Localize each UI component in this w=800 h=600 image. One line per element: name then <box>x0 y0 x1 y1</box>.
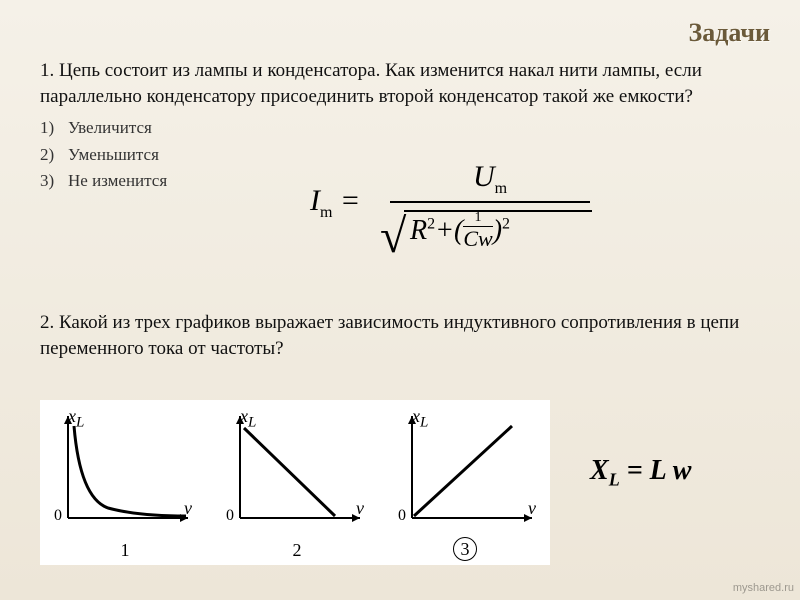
task1-text: 1. Цепь состоит из лампы и конденсатора.… <box>40 58 770 109</box>
graph-1: xL ν 0 <box>48 408 198 533</box>
circled-answer: 3 <box>453 537 477 561</box>
graph-number-1: 1 <box>110 540 140 561</box>
graph-2: xL ν 0 <box>220 408 370 533</box>
graphs-panel: xL ν 0 xL ν 0 xL ν 0 1 2 3 <box>40 400 550 565</box>
option-1: 1)Увеличится <box>40 115 770 141</box>
sqrt-icon: √ <box>380 209 406 264</box>
page-title: Задачи <box>40 18 770 48</box>
graph-number-3: 3 <box>450 537 480 561</box>
graph-3: xL ν 0 <box>392 408 542 533</box>
formula-XL: XL = L w <box>590 455 691 491</box>
task2-text: 2. Какой из трех графиков выражает завис… <box>40 310 760 361</box>
graph-number-2: 2 <box>282 540 312 561</box>
watermark: myshared.ru <box>733 582 794 594</box>
